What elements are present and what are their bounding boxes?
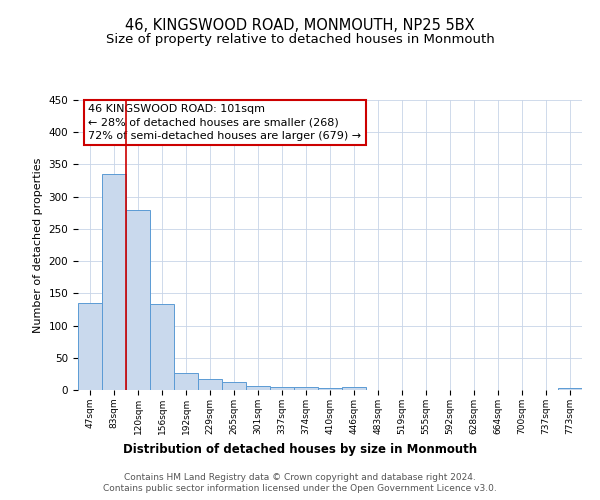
Y-axis label: Number of detached properties: Number of detached properties: [33, 158, 43, 332]
Text: 46 KINGSWOOD ROAD: 101sqm
← 28% of detached houses are smaller (268)
72% of semi: 46 KINGSWOOD ROAD: 101sqm ← 28% of detac…: [88, 104, 361, 141]
Bar: [294, 387, 318, 390]
Bar: [246, 386, 270, 390]
Bar: [78, 303, 102, 390]
Bar: [198, 379, 222, 390]
Bar: [174, 372, 198, 390]
Text: 46, KINGSWOOD ROAD, MONMOUTH, NP25 5BX: 46, KINGSWOOD ROAD, MONMOUTH, NP25 5BX: [125, 18, 475, 32]
Text: Contains HM Land Registry data © Crown copyright and database right 2024.: Contains HM Land Registry data © Crown c…: [124, 472, 476, 482]
Bar: [222, 382, 246, 390]
Bar: [102, 174, 126, 390]
Text: Size of property relative to detached houses in Monmouth: Size of property relative to detached ho…: [106, 32, 494, 46]
Bar: [150, 304, 174, 390]
Bar: [342, 388, 366, 390]
Text: Contains public sector information licensed under the Open Government Licence v3: Contains public sector information licen…: [103, 484, 497, 493]
Text: Distribution of detached houses by size in Monmouth: Distribution of detached houses by size …: [123, 442, 477, 456]
Bar: [126, 210, 150, 390]
Bar: [318, 388, 342, 390]
Bar: [270, 387, 294, 390]
Bar: [558, 388, 582, 390]
